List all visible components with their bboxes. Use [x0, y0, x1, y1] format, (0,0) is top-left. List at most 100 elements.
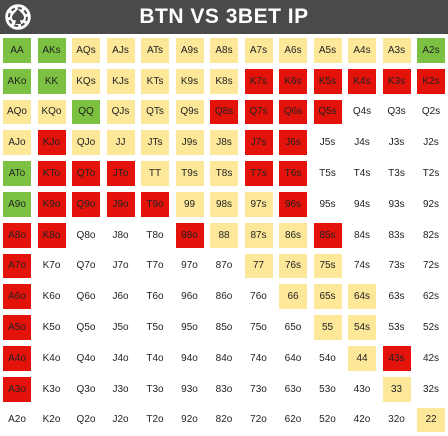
- hand-label: J2o: [112, 414, 129, 426]
- hand-label: A7s: [249, 44, 268, 56]
- hand-label: A8o: [8, 229, 26, 241]
- hand-label: 94o: [181, 352, 198, 364]
- hand-label: Q8o: [76, 229, 96, 241]
- hand-label: 43s: [388, 352, 405, 364]
- hand-cell-fill: [244, 253, 273, 279]
- hand-cell-fill: [141, 407, 169, 433]
- hand-cell-87s: 87s: [242, 220, 276, 251]
- hand-cell-QJs: QJs: [104, 97, 138, 128]
- hand-label: QJs: [111, 106, 130, 118]
- hand-label: Q6o: [76, 291, 96, 303]
- hand-label: K2o: [42, 414, 61, 426]
- hand-label: 44: [356, 352, 368, 364]
- hand-cell-fill: [141, 68, 169, 94]
- hand-label: T2o: [146, 414, 164, 426]
- hand-cell-fill: [3, 222, 31, 248]
- hand-cell-AKs: AKs: [35, 35, 69, 66]
- hand-label: QJo: [76, 137, 96, 149]
- hand-label: 85s: [319, 229, 336, 241]
- hand-cell-96s: 96s: [276, 189, 310, 220]
- hand-label: K5s: [318, 75, 337, 87]
- hand-cell-AKo: AKo: [0, 66, 34, 97]
- hand-cell-fill: [210, 284, 238, 310]
- hand-cell-94s: 94s: [345, 189, 379, 220]
- hand-cell-fill: [244, 315, 273, 340]
- hand-cell-92s: 92s: [414, 189, 448, 220]
- hand-label: 86s: [284, 229, 302, 241]
- hand-label: 42o: [353, 414, 371, 426]
- hand-label: 82o: [215, 414, 233, 426]
- hand-cell-ATo: ATo: [0, 158, 34, 189]
- hand-cell-62o: 62o: [276, 405, 310, 436]
- hand-cell-fill: [210, 130, 238, 156]
- hand-label: 95s: [319, 198, 336, 210]
- hand-label: 87o: [215, 260, 233, 272]
- hand-label: KK: [44, 75, 59, 87]
- hand-label: A3s: [387, 44, 406, 56]
- hand-cell-fill: [3, 376, 31, 402]
- hand-cell-A4o: A4o: [0, 343, 34, 374]
- hand-cell-fill: [348, 222, 376, 248]
- hand-cell-fill: [313, 130, 342, 156]
- hand-cell-T5o: T5o: [138, 312, 172, 343]
- hand-label: T3o: [146, 383, 164, 395]
- hand-label: AQo: [6, 106, 27, 118]
- hand-label: 82s: [422, 229, 440, 241]
- hand-cell-A5o: A5o: [0, 312, 34, 343]
- hand-cell-fill: [382, 253, 411, 279]
- hand-cell-fill: [348, 284, 376, 310]
- hand-label: Q7o: [76, 260, 96, 272]
- hand-cell-fill: [417, 345, 445, 371]
- hand-cell-fill: [417, 191, 445, 217]
- hand-cell-T2s: T2s: [414, 158, 448, 189]
- hand-cell-fill: [106, 284, 135, 310]
- hand-label: 88: [218, 229, 230, 241]
- hand-cell-Q6s: Q6s: [276, 97, 310, 128]
- hand-cell-fill: [175, 38, 204, 63]
- hand-label: K4o: [42, 352, 61, 364]
- spade-chip-logo-icon: [3, 2, 33, 32]
- hand-cell-fill: [210, 315, 238, 340]
- hand-cell-fill: [141, 161, 169, 186]
- hand-cell-fill: [417, 253, 445, 279]
- hand-cell-fill: [313, 315, 342, 340]
- hand-label: 43o: [353, 383, 371, 395]
- hand-cell-fill: [382, 222, 411, 248]
- hand-cell-fill: [72, 284, 100, 310]
- hand-cell-fill: [279, 253, 307, 279]
- hand-label: K8o: [42, 229, 61, 241]
- hand-cell-J4o: J4o: [104, 343, 138, 374]
- hand-cell-fill: [382, 407, 411, 433]
- hand-cell-K3s: K3s: [380, 66, 414, 97]
- hand-label: A2s: [422, 44, 440, 56]
- hand-cell-A7s: A7s: [242, 35, 276, 66]
- hand-cell-fill: [417, 38, 445, 63]
- hand-cell-fill: [175, 345, 204, 371]
- hand-cell-T2o: T2o: [138, 405, 172, 436]
- hand-cell-J8s: J8s: [207, 127, 241, 158]
- hand-cell-ATs: ATs: [138, 35, 172, 66]
- hand-label: 74o: [250, 352, 267, 364]
- hand-cell-T8o: T8o: [138, 220, 172, 251]
- hand-cell-97s: 97s: [242, 189, 276, 220]
- hand-cell-fill: [417, 284, 445, 310]
- hand-cell-A7o: A7o: [0, 251, 34, 282]
- hand-label: A9o: [8, 198, 26, 210]
- hand-cell-63o: 63o: [276, 374, 310, 405]
- hand-cell-fill: [210, 253, 238, 279]
- hand-cell-fill: [37, 222, 66, 248]
- hand-label: JJ: [115, 137, 126, 149]
- hand-label: 94s: [353, 198, 371, 210]
- hand-cell-66: 66: [276, 281, 310, 312]
- hand-cell-Q4s: Q4s: [345, 97, 379, 128]
- hand-cell-fill: [279, 161, 307, 186]
- hand-cell-fill: [348, 161, 376, 186]
- hand-cell-fill: [72, 253, 100, 279]
- hand-cell-98o: 98o: [173, 220, 207, 251]
- hand-cell-98s: 98s: [207, 189, 241, 220]
- hand-cell-A2s: A2s: [414, 35, 448, 66]
- hand-cell-fill: [37, 345, 66, 371]
- hand-cell-K7o: K7o: [35, 251, 69, 282]
- hand-cell-fill: [244, 130, 273, 156]
- hand-label: T4s: [353, 168, 371, 180]
